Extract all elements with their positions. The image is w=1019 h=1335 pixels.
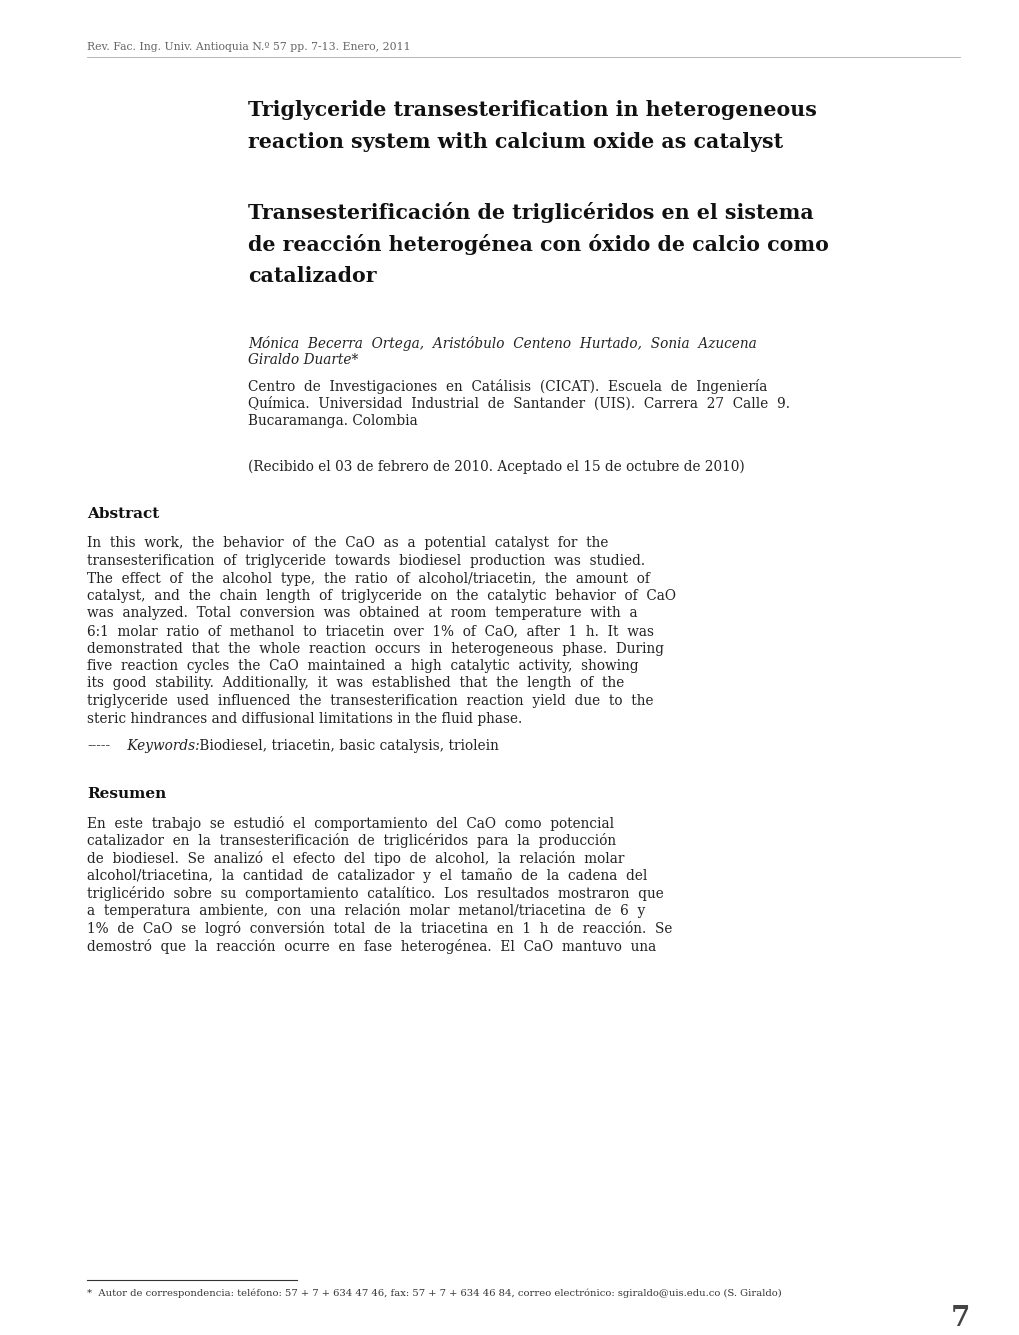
Text: Triglyceride transesterification in heterogeneous: Triglyceride transesterification in hete… <box>248 100 816 120</box>
Text: triglicérido  sobre  su  comportamiento  catalítico.  Los  resultados  mostraron: triglicérido sobre su comportamiento cat… <box>87 886 663 901</box>
Text: (Recibido el 03 de febrero de 2010. Aceptado el 15 de octubre de 2010): (Recibido el 03 de febrero de 2010. Acep… <box>248 459 744 474</box>
Text: reaction system with calcium oxide as catalyst: reaction system with calcium oxide as ca… <box>248 132 783 152</box>
Text: alcohol/triacetina,  la  cantidad  de  catalizador  y  el  tamaño  de  la  caden: alcohol/triacetina, la cantidad de catal… <box>87 869 647 884</box>
Text: 6:1  molar  ratio  of  methanol  to  triacetin  over  1%  of  CaO,  after  1  h.: 6:1 molar ratio of methanol to triacetin… <box>87 623 653 638</box>
Text: Giraldo Duarte*: Giraldo Duarte* <box>248 354 358 367</box>
Text: triglyceride  used  influenced  the  transesterification  reaction  yield  due  : triglyceride used influenced the transes… <box>87 694 653 708</box>
Text: Abstract: Abstract <box>87 507 159 521</box>
Text: Mónica  Becerra  Ortega,  Aristóbulo  Centeno  Hurtado,  Sonia  Azucena: Mónica Becerra Ortega, Aristóbulo Centen… <box>248 336 756 351</box>
Text: 1%  de  CaO  se  logró  conversión  total  de  la  triacetina  en  1  h  de  rea: 1% de CaO se logró conversión total de l… <box>87 921 672 936</box>
Text: steric hindrances and diffusional limitations in the fluid phase.: steric hindrances and diffusional limita… <box>87 712 522 725</box>
Text: Química.  Universidad  Industrial  de  Santander  (UIS).  Carrera  27  Calle  9.: Química. Universidad Industrial de Santa… <box>248 396 790 411</box>
Text: The  effect  of  the  alcohol  type,  the  ratio  of  alcohol/triacetin,  the  a: The effect of the alcohol type, the rati… <box>87 571 649 586</box>
Text: catalyst,  and  the  chain  length  of  triglyceride  on  the  catalytic  behavi: catalyst, and the chain length of trigly… <box>87 589 676 603</box>
Text: Rev. Fac. Ing. Univ. Antioquia N.º 57 pp. 7-13. Enero, 2011: Rev. Fac. Ing. Univ. Antioquia N.º 57 pp… <box>87 41 411 52</box>
Text: En  este  trabajo  se  estudió  el  comportamiento  del  CaO  como  potencial: En este trabajo se estudió el comportami… <box>87 816 613 830</box>
Text: Transesterificación de triglicéridos en el sistema: Transesterificación de triglicéridos en … <box>248 202 813 223</box>
Text: demostró  que  la  reacción  ocurre  en  fase  heterogénea.  El  CaO  mantuvo  u: demostró que la reacción ocurre en fase … <box>87 939 655 953</box>
Text: 7: 7 <box>950 1306 969 1332</box>
Text: was  analyzed.  Total  conversion  was  obtained  at  room  temperature  with  a: was analyzed. Total conversion was obtai… <box>87 606 637 621</box>
Text: In  this  work,  the  behavior  of  the  CaO  as  a  potential  catalyst  for  t: In this work, the behavior of the CaO as… <box>87 537 607 550</box>
Text: de reacción heterogénea con óxido de calcio como: de reacción heterogénea con óxido de cal… <box>248 234 828 255</box>
Text: catalizador: catalizador <box>248 266 376 286</box>
Text: *  Autor de correspondencia: teléfono: 57 + 7 + 634 47 46, fax: 57 + 7 + 634 46 : * Autor de correspondencia: teléfono: 57… <box>87 1288 781 1298</box>
Text: a  temperatura  ambiente,  con  una  relación  molar  metanol/triacetina  de  6 : a temperatura ambiente, con una relación… <box>87 904 645 918</box>
Text: its  good  stability.  Additionally,  it  was  established  that  the  length  o: its good stability. Additionally, it was… <box>87 677 624 690</box>
Text: Bucaramanga. Colombia: Bucaramanga. Colombia <box>248 414 418 429</box>
Text: Biodiesel, triacetin, basic catalysis, triolein: Biodiesel, triacetin, basic catalysis, t… <box>195 740 498 753</box>
Text: -----: ----- <box>87 740 110 753</box>
Text: Resumen: Resumen <box>87 786 166 801</box>
Text: catalizador  en  la  transesterificación  de  triglicéridos  para  la  producció: catalizador en la transesterificación de… <box>87 833 615 849</box>
Text: de  biodiesel.  Se  analizó  el  efecto  del  tipo  de  alcohol,  la  relación  : de biodiesel. Se analizó el efecto del t… <box>87 850 624 866</box>
Text: transesterification  of  triglyceride  towards  biodiesel  production  was  stud: transesterification of triglyceride towa… <box>87 554 644 567</box>
Text: demonstrated  that  the  whole  reaction  occurs  in  heterogeneous  phase.  Dur: demonstrated that the whole reaction occ… <box>87 642 663 655</box>
Text: Centro  de  Investigaciones  en  Catálisis  (CICAT).  Escuela  de  Ingeniería: Centro de Investigaciones en Catálisis (… <box>248 379 766 394</box>
Text: Keywords:: Keywords: <box>123 740 200 753</box>
Text: five  reaction  cycles  the  CaO  maintained  a  high  catalytic  activity,  sho: five reaction cycles the CaO maintained … <box>87 659 638 673</box>
